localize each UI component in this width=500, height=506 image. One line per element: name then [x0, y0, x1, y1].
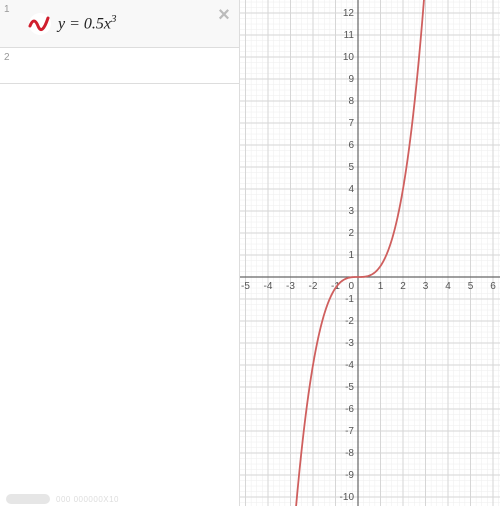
expression-row-1[interactable]: 1 y = 0.5x3 × [0, 0, 239, 48]
footer-pill[interactable] [6, 494, 50, 504]
svg-text:12: 12 [343, 8, 355, 19]
sidebar-empty-area[interactable] [0, 84, 239, 492]
svg-text:8: 8 [348, 96, 354, 107]
svg-text:-9: -9 [345, 470, 354, 481]
svg-text:2: 2 [400, 281, 406, 292]
svg-text:3: 3 [348, 206, 354, 217]
svg-text:-3: -3 [345, 338, 354, 349]
svg-text:-7: -7 [345, 426, 354, 437]
svg-text:-6: -6 [345, 404, 354, 415]
svg-text:1: 1 [378, 281, 384, 292]
svg-text:4: 4 [445, 281, 451, 292]
svg-text:-10: -10 [340, 492, 355, 503]
app-logo-icon [28, 12, 52, 36]
footer-text: 000 000000X10 [56, 495, 119, 504]
svg-text:9: 9 [348, 74, 354, 85]
svg-text:5: 5 [348, 162, 354, 173]
svg-text:3: 3 [423, 281, 429, 292]
svg-text:4: 4 [348, 184, 354, 195]
graph-panel[interactable]: -5-4-3-2-1123456-10-9-8-7-6-5-4-3-2-1123… [240, 0, 500, 506]
expression-sidebar: 1 y = 0.5x3 × 2 000 000000X10 [0, 0, 240, 506]
svg-text:-1: -1 [345, 294, 354, 305]
svg-text:1: 1 [348, 250, 354, 261]
graph-svg: -5-4-3-2-1123456-10-9-8-7-6-5-4-3-2-1123… [240, 0, 500, 506]
svg-text:5: 5 [468, 281, 474, 292]
svg-text:6: 6 [348, 140, 354, 151]
svg-text:10: 10 [343, 52, 355, 63]
svg-text:-2: -2 [345, 316, 354, 327]
svg-text:-5: -5 [345, 382, 354, 393]
svg-text:-3: -3 [286, 281, 295, 292]
svg-text:6: 6 [490, 281, 496, 292]
row-index: 1 [0, 0, 28, 15]
svg-text:7: 7 [348, 118, 354, 129]
svg-text:11: 11 [344, 30, 355, 41]
svg-text:-4: -4 [264, 281, 273, 292]
expression-text[interactable]: y = 0.5x3 [58, 13, 239, 33]
close-icon[interactable]: × [215, 6, 233, 24]
svg-text:-2: -2 [309, 281, 318, 292]
svg-text:-5: -5 [241, 281, 250, 292]
sidebar-footer: 000 000000X10 [0, 492, 239, 506]
svg-text:0: 0 [348, 281, 354, 292]
row-index: 2 [0, 48, 28, 63]
svg-text:-4: -4 [345, 360, 354, 371]
svg-text:2: 2 [348, 228, 354, 239]
expression-row-2[interactable]: 2 [0, 48, 239, 84]
svg-text:-8: -8 [345, 448, 354, 459]
